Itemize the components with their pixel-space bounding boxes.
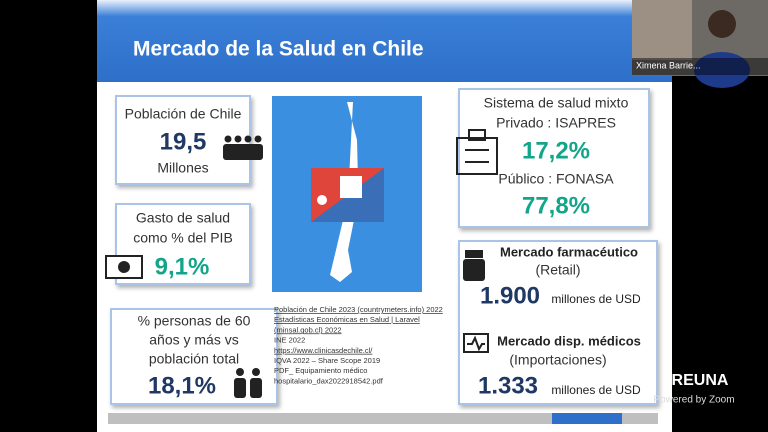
- money-icon: [105, 255, 143, 279]
- name-tag: [632, 58, 768, 75]
- card-value: 1.900: [480, 282, 540, 309]
- source-line: Estadísticas Económicas en Salud | Larav…: [274, 315, 420, 324]
- card-unit: Millones: [157, 160, 208, 176]
- progress-segment: [552, 413, 622, 424]
- progress-bar: [108, 413, 658, 424]
- card: [458, 240, 658, 405]
- card-value: 9,1%: [155, 253, 210, 280]
- pill-icon: [463, 250, 485, 281]
- participant-body: [694, 52, 750, 88]
- card-label: población total: [149, 351, 239, 367]
- card-label: como % del PIB: [133, 230, 233, 246]
- people-icon: [223, 135, 263, 160]
- elderly-icon: [234, 368, 262, 398]
- source-line: Población de Chile 2023 (countrymeters.i…: [274, 305, 443, 314]
- card-title: Mercado farmacéutico: [500, 244, 638, 259]
- source-line: https://www.clinicasdechile.cl/: [274, 346, 373, 355]
- card: [110, 308, 278, 405]
- hospital-icon: [456, 129, 498, 175]
- card-label: Privado : ISAPRES: [496, 115, 616, 131]
- card-unit: millones de USD: [551, 292, 641, 306]
- card-value: 19,5: [160, 128, 207, 155]
- card-label: Gasto de salud: [136, 210, 230, 226]
- card-title: Mercado disp. médicos: [497, 333, 641, 348]
- card-unit: millones de USD: [551, 383, 641, 397]
- source-line: INE 2022: [274, 336, 305, 345]
- source-line: PDF_ Equipamiento médico: [274, 366, 367, 375]
- card-value: 1.333: [478, 372, 538, 399]
- participant-name: Ximena Barrie...: [636, 60, 701, 70]
- card-subtitle: (Importaciones): [509, 352, 606, 368]
- card-label: Población de Chile: [125, 106, 242, 122]
- card-label: Sistema de salud mixto: [484, 95, 629, 111]
- card-label: % personas de 60: [138, 313, 251, 329]
- sources: Población de Chile 2023 (countrymeters.i…: [274, 305, 443, 385]
- source-line: hospitalario_dax2022918542.pdf: [274, 376, 384, 385]
- card-value: 18,1%: [148, 372, 216, 399]
- card-label: Público : FONASA: [498, 171, 614, 187]
- participant-head: [708, 10, 736, 38]
- card-value: 17,2%: [522, 137, 590, 164]
- map-image: [272, 96, 422, 292]
- card-subtitle: (Retail): [535, 262, 580, 278]
- powered-by: Powered by Zoom: [653, 395, 734, 406]
- card-value: 77,8%: [522, 192, 590, 219]
- card: [458, 88, 650, 228]
- source-line: IQVA 2022 – Share Scope 2019: [274, 356, 380, 365]
- source-line: (minsal.gob.cl) 2022: [274, 325, 342, 334]
- monitor-icon: [463, 333, 489, 353]
- card-label: años y más vs: [149, 332, 238, 348]
- logo: REUNA: [672, 372, 729, 389]
- title-bar: [97, 0, 672, 82]
- bookshelf: [632, 0, 692, 60]
- slide-title: Mercado de la Salud en Chile: [133, 38, 424, 61]
